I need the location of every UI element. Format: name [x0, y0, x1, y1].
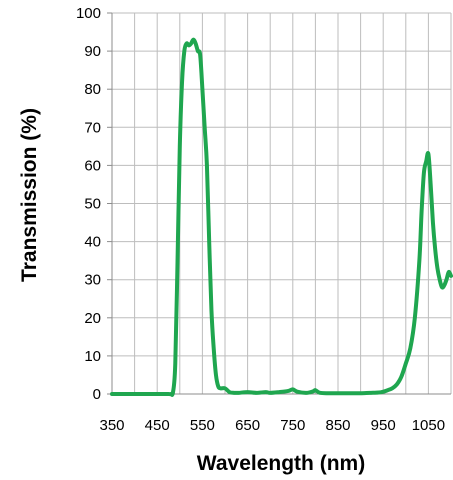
transmission-series-line [110, 37, 453, 397]
x-axis-title: Wavelength (nm) [197, 452, 365, 475]
y-tick-label: 10 [84, 348, 101, 365]
y-tick-label: 30 [84, 272, 101, 289]
y-tick-label: 70 [84, 119, 101, 136]
y-tick-label: 20 [84, 310, 101, 327]
y-tick-label: 80 [84, 81, 101, 98]
y-tick-labels: 0 10 20 30 40 50 60 70 80 90 100 [76, 5, 101, 403]
grid-lines [111, 12, 452, 395]
x-tick-label: 850 [325, 417, 350, 434]
x-tick-label: 550 [190, 417, 215, 434]
y-tick-label: 60 [84, 157, 101, 174]
x-tick-label: 1050 [412, 417, 445, 434]
y-axis-title: Transmission (%) [18, 108, 41, 282]
x-tick-label: 350 [99, 417, 124, 434]
x-tick-label: 950 [371, 417, 396, 434]
y-tick-label: 0 [93, 386, 101, 403]
series-group [110, 37, 453, 397]
x-tick-label: 750 [280, 417, 305, 434]
y-tick-label: 50 [84, 196, 101, 213]
x-tick-label: 450 [145, 417, 170, 434]
y-tick-label: 90 [84, 43, 101, 60]
x-tick-labels: 350 450 550 650 750 850 950 1050 [99, 417, 445, 434]
x-tick-label: 650 [235, 417, 260, 434]
y-tick-label: 100 [76, 5, 101, 22]
y-tick-label: 40 [84, 234, 101, 251]
